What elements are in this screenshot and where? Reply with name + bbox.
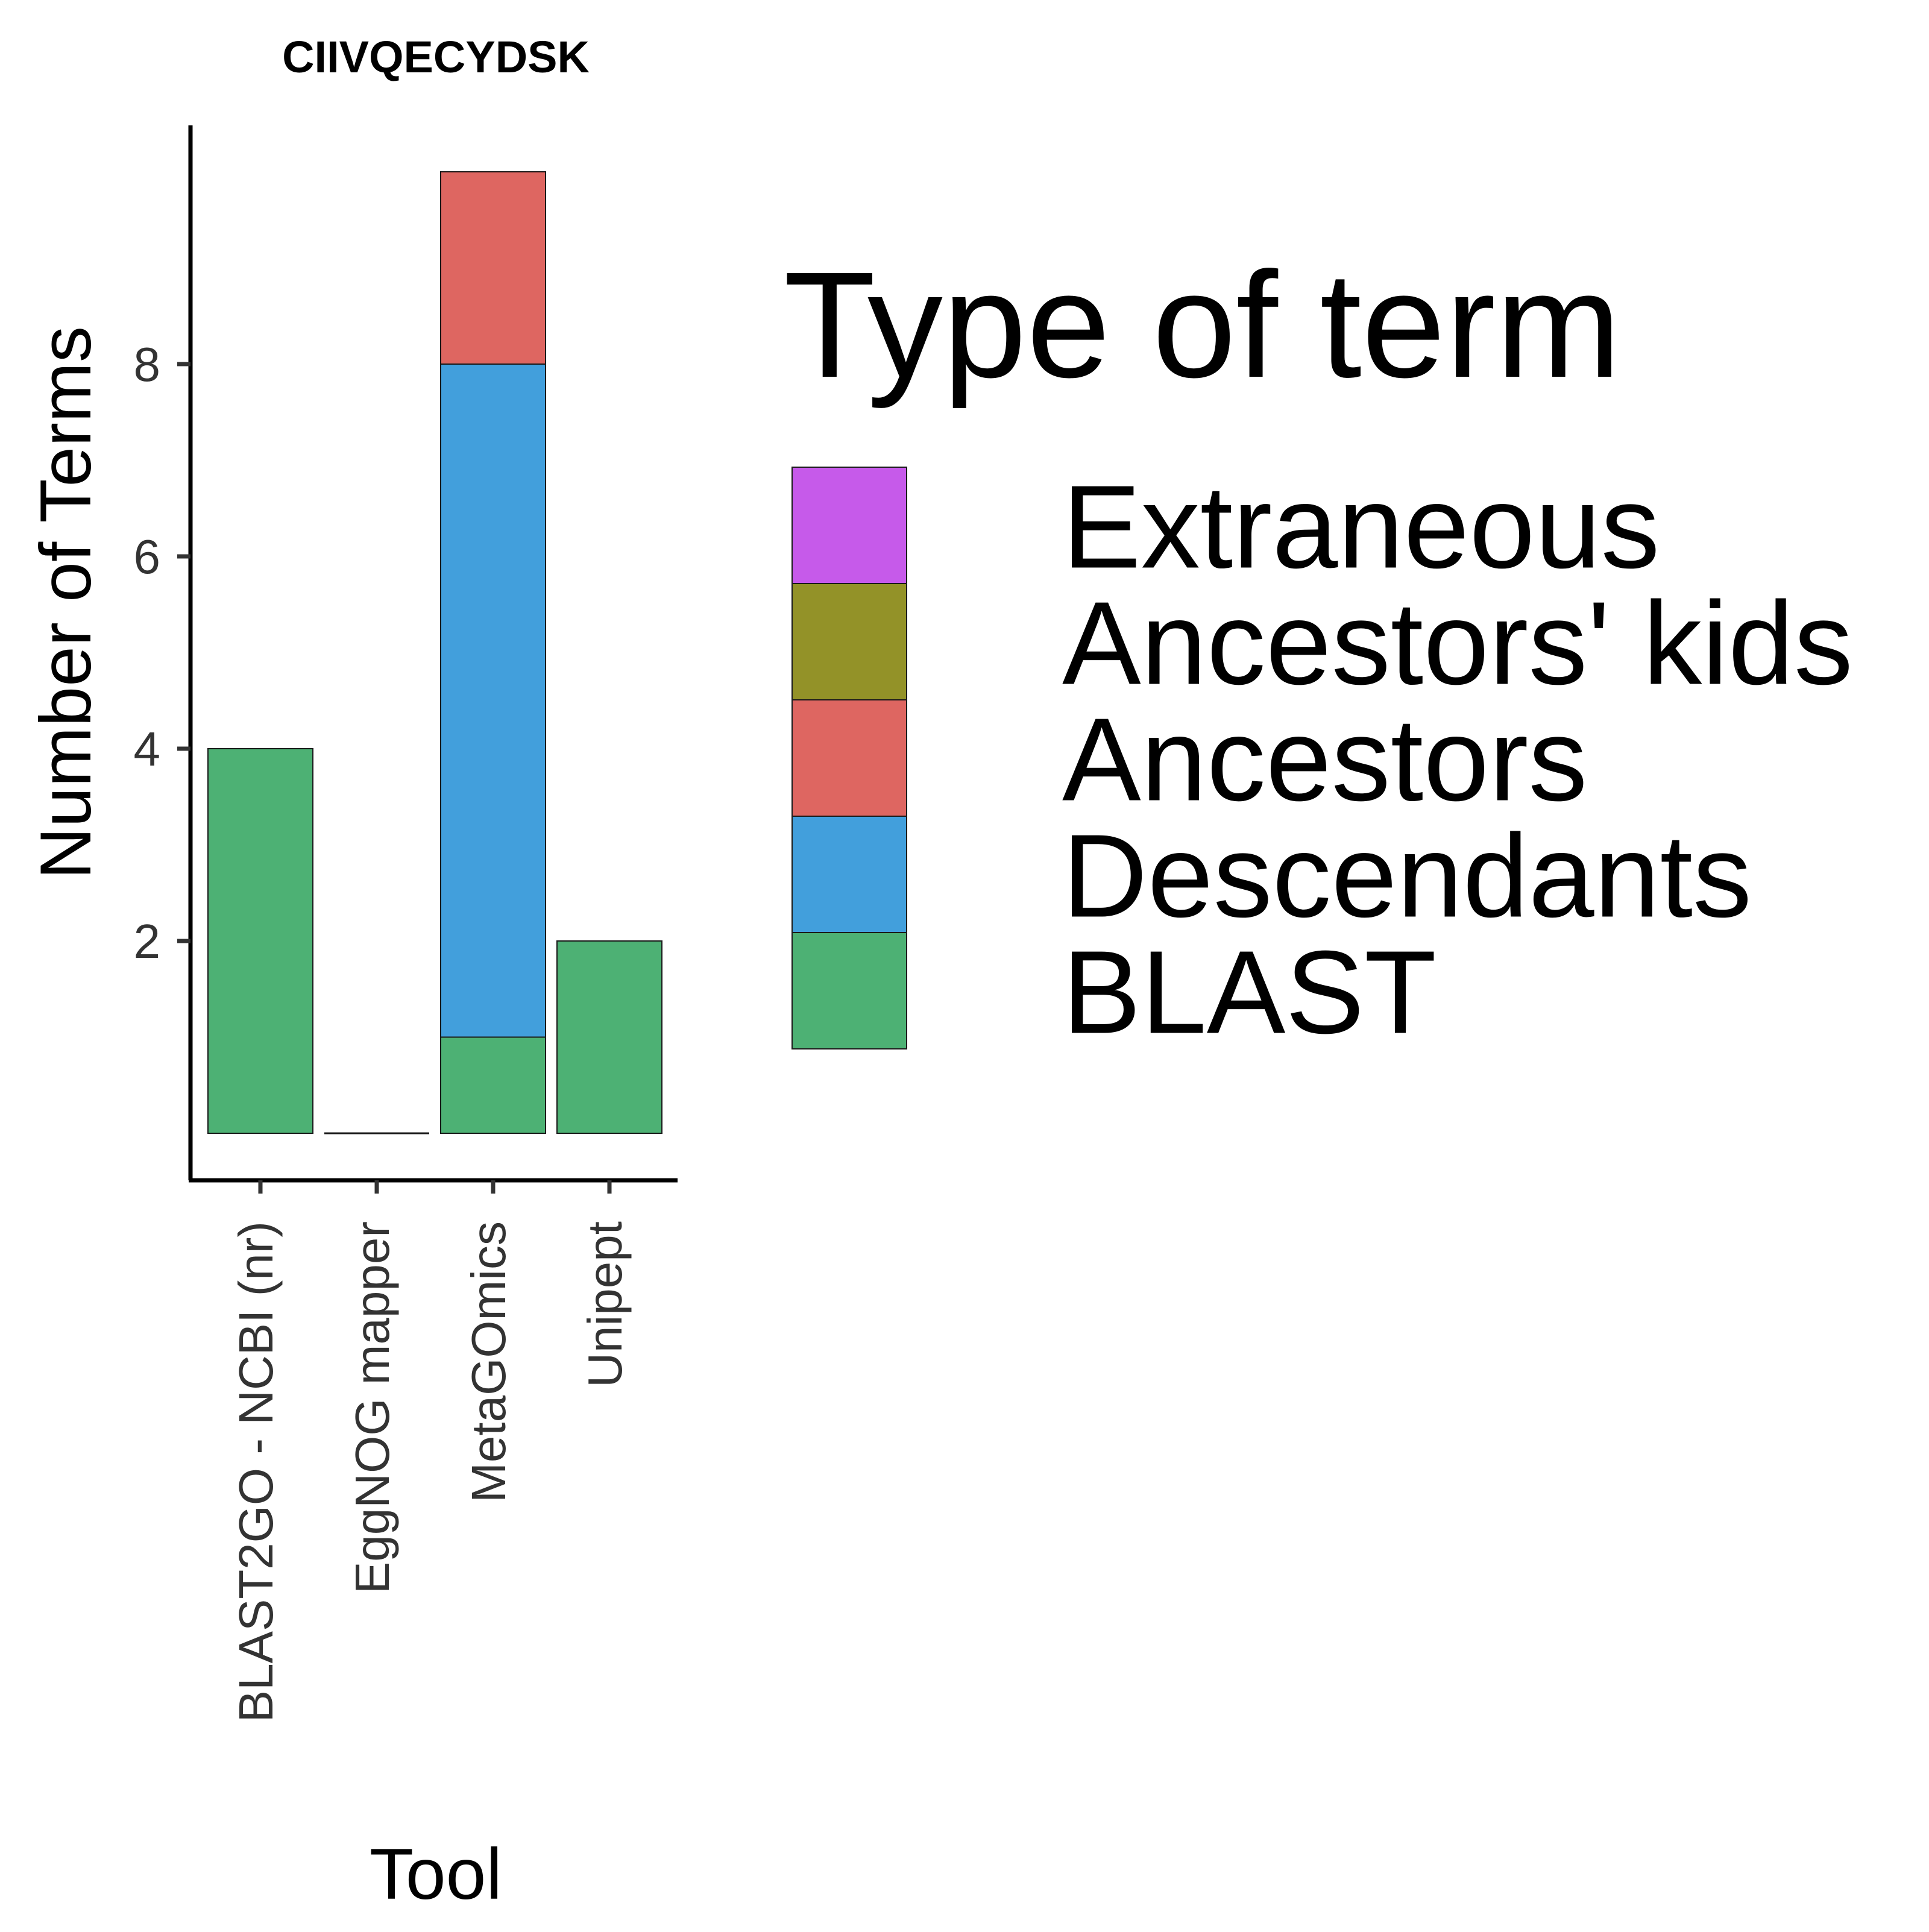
legend-key bbox=[791, 932, 907, 1049]
legend-title: Type of term bbox=[784, 241, 1621, 409]
legend-label: BLAST bbox=[1062, 927, 1437, 1059]
y-axis-title: Number of Terms bbox=[25, 326, 106, 879]
legend-label: Descendants bbox=[1062, 810, 1752, 942]
legend-label: Extraneous bbox=[1062, 461, 1660, 593]
legend-key bbox=[791, 816, 907, 933]
y-tick-label: 4 bbox=[134, 722, 161, 776]
x-tick-label: BLAST2GO - NCBI (nr) bbox=[229, 1221, 283, 1722]
legend-label: Ancestors bbox=[1062, 694, 1587, 826]
x-tick-label: MetaGOmics bbox=[462, 1221, 515, 1503]
legend-key bbox=[791, 699, 907, 817]
x-tick-label: Unipept bbox=[578, 1221, 632, 1388]
bar-segment bbox=[440, 363, 546, 1038]
plot-area: 2 4 6 8 BLAST2GO - NCBI (nr) EggNOG mapper Met… bbox=[134, 125, 678, 1722]
legend-key bbox=[791, 467, 907, 584]
bar-segment bbox=[556, 940, 662, 1134]
y-tick-label: 8 bbox=[134, 338, 161, 391]
legend-label: Ancestors' kids bbox=[1062, 577, 1853, 710]
bar-segment bbox=[207, 748, 313, 1134]
y-tick-label: 2 bbox=[134, 914, 161, 968]
legend-key bbox=[791, 583, 907, 700]
bar-segment bbox=[440, 171, 546, 365]
chart-title: CIIVQECYDSK bbox=[282, 32, 590, 82]
bar-segment bbox=[440, 1036, 546, 1134]
x-axis-title: Tool bbox=[370, 1834, 502, 1915]
x-tick-label: EggNOG mapper bbox=[345, 1221, 399, 1594]
y-tick-label: 6 bbox=[134, 530, 161, 584]
